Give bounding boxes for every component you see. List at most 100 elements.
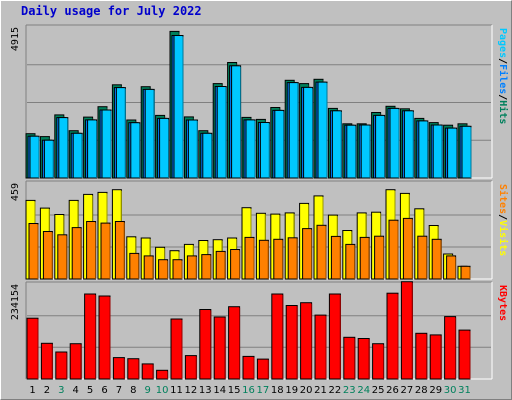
- bar-pages: [360, 124, 371, 179]
- bar-kbytes: [170, 318, 183, 380]
- x-axis-day-label: 1: [29, 385, 35, 396]
- x-axis-day-label: 6: [101, 385, 107, 396]
- bar-pages: [317, 81, 328, 179]
- bar-sites: [114, 221, 125, 280]
- bar-pages: [187, 119, 198, 179]
- x-axis-day-label: 30: [444, 385, 457, 396]
- x-axis-day-label: 3: [58, 385, 64, 396]
- bar-kbytes: [400, 281, 413, 380]
- bar-kbytes: [328, 293, 341, 380]
- bar-pages: [202, 132, 213, 179]
- bar-kbytes: [127, 358, 140, 380]
- x-axis-day-label: 17: [257, 385, 270, 396]
- x-axis-day-label: 28: [415, 385, 428, 396]
- bar-kbytes: [228, 306, 241, 380]
- legend-hits: Hits: [497, 100, 509, 124]
- bar-pages: [72, 132, 83, 179]
- bar-sites: [460, 265, 471, 280]
- bar-sites: [446, 255, 457, 280]
- bar-pages: [375, 114, 386, 179]
- bar-kbytes: [199, 309, 212, 380]
- x-axis-day-label: 15: [228, 385, 241, 396]
- bar-pages: [432, 124, 443, 179]
- x-axis-day-label: 23: [343, 385, 356, 396]
- bar-kbytes: [357, 338, 370, 380]
- legend-separator: /: [497, 58, 508, 64]
- bar-sites: [431, 238, 442, 280]
- chart-panel-kbytes: 234154 KBytes: [10, 281, 508, 380]
- bar-sites: [244, 236, 255, 280]
- bar-sites: [230, 249, 241, 280]
- bar-sites: [316, 224, 327, 280]
- bar-pages: [245, 119, 256, 179]
- bar-pages: [331, 110, 342, 179]
- bar-pages: [389, 107, 400, 179]
- legend-visits: Visits: [497, 220, 509, 256]
- legend-sites: Sites: [497, 184, 509, 214]
- x-axis-day-label: 24: [357, 385, 370, 396]
- bar-kbytes: [213, 316, 226, 380]
- bar-pages: [274, 109, 285, 179]
- bar-pages: [216, 86, 227, 179]
- bar-sites: [302, 228, 313, 280]
- x-axis-day-label: 31: [458, 385, 471, 396]
- bar-pages: [159, 117, 170, 179]
- bar-pages: [29, 135, 40, 179]
- bar-pages: [447, 127, 458, 179]
- bar-kbytes: [271, 293, 284, 380]
- bar-pages: [43, 139, 54, 179]
- bar-kbytes: [458, 329, 471, 380]
- x-axis-day-label: 29: [429, 385, 442, 396]
- bar-sites: [158, 259, 169, 280]
- x-axis-day-label: 2: [44, 385, 50, 396]
- bar-kbytes: [300, 302, 313, 380]
- chart-panel-hits-files-pages: 4915 Pages/Files/Hits: [10, 24, 509, 179]
- x-axis-day-label: 7: [116, 385, 122, 396]
- chart-panel-visits-sites: 459 Sites/Visits: [10, 180, 509, 280]
- bar-pages: [418, 120, 429, 179]
- bar-kbytes: [256, 358, 269, 380]
- bar-sites: [388, 219, 399, 280]
- bar-kbytes: [141, 363, 154, 380]
- bar-pages: [173, 35, 184, 179]
- bar-sites: [330, 235, 341, 280]
- bar-kbytes: [242, 355, 255, 380]
- legend: Pages/Files/Hits: [497, 28, 509, 124]
- y-axis-max-label: 234154: [10, 284, 21, 320]
- bar-kbytes: [372, 343, 385, 380]
- x-axis-day-label: 12: [185, 385, 198, 396]
- x-axis-day-label: 20: [300, 385, 313, 396]
- bar-kbytes: [184, 355, 197, 380]
- bar-pages: [101, 109, 112, 179]
- bar-sites: [273, 238, 284, 280]
- bar-kbytes: [429, 334, 442, 380]
- bar-pages: [231, 65, 242, 179]
- x-axis-day-label: 26: [386, 385, 399, 396]
- bar-sites: [42, 231, 53, 280]
- x-axis-day-label: 21: [314, 385, 327, 396]
- bar-pages: [87, 119, 98, 179]
- bar-sites: [57, 234, 68, 280]
- x-axis-day-label: 5: [87, 385, 93, 396]
- bar-kbytes: [156, 369, 169, 380]
- bar-sites: [417, 235, 428, 280]
- chart-title: Daily usage for July 2022: [21, 4, 202, 18]
- bar-sites: [172, 259, 183, 280]
- bar-pages: [288, 82, 299, 179]
- bar-kbytes: [444, 316, 457, 380]
- bar-kbytes: [112, 357, 125, 380]
- bar-kbytes: [84, 293, 97, 380]
- y-axis-max-label: 459: [10, 183, 21, 201]
- bar-sites: [86, 221, 97, 280]
- x-axis-day-label: 19: [285, 385, 298, 396]
- bar-pages: [461, 125, 472, 179]
- x-axis-day-label: 8: [130, 385, 136, 396]
- x-axis-day-label: 10: [156, 385, 169, 396]
- bar-sites: [186, 255, 197, 280]
- bar-kbytes: [69, 343, 82, 380]
- legend-separator: /: [497, 214, 508, 220]
- bar-kbytes: [386, 292, 399, 380]
- bar-sites: [129, 252, 140, 280]
- bar-kbytes: [314, 314, 327, 380]
